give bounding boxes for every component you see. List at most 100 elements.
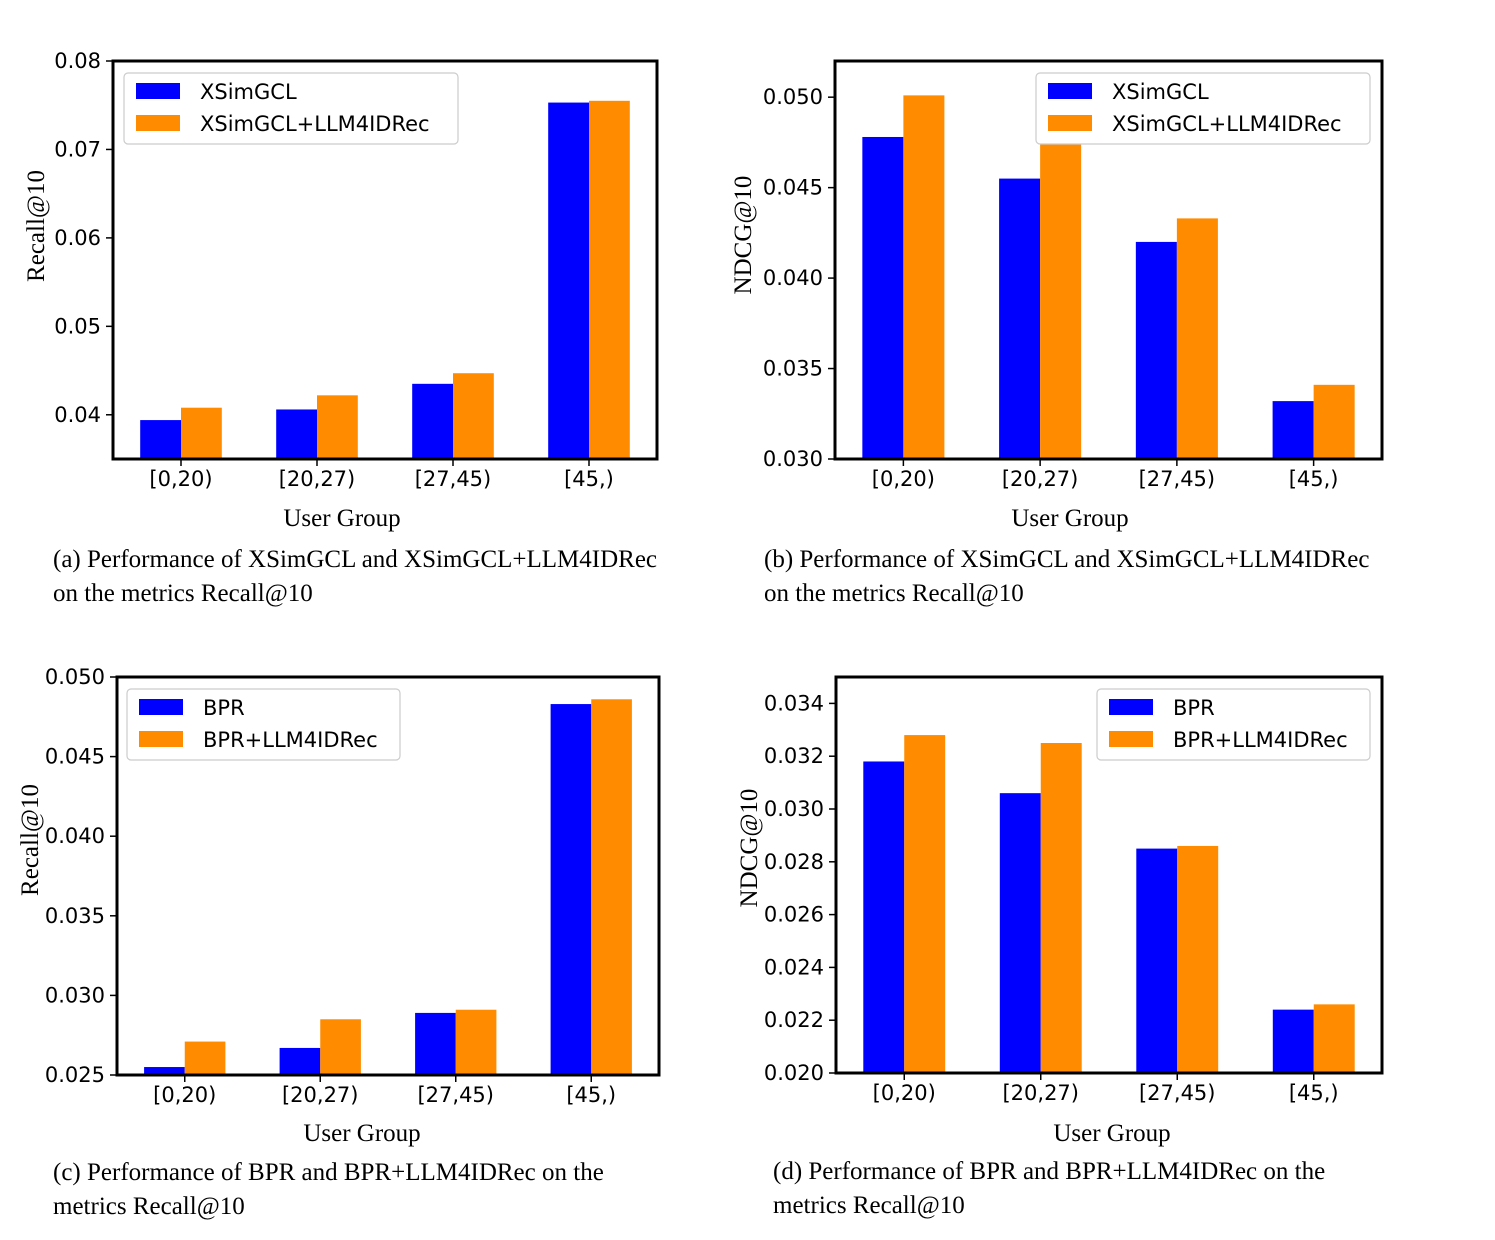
bar-a-enhanced-2 xyxy=(453,373,494,459)
ylabel-b: NDCG@10 xyxy=(730,176,757,295)
xtick-label-a-3: [45,) xyxy=(564,467,614,491)
xtick-label-c-1: [20,27) xyxy=(282,1083,359,1107)
ytick-label-c-4: 0.045 xyxy=(45,745,105,769)
bar-a-enhanced-1 xyxy=(317,395,358,459)
bar-a-enhanced-0 xyxy=(181,407,222,459)
bar-b-enhanced-1 xyxy=(1040,144,1082,459)
bar-b-base-1 xyxy=(999,178,1041,459)
xtick-label-d-3: [45,) xyxy=(1289,1081,1339,1105)
plot-frame-c xyxy=(115,675,661,1077)
caption-a-line-1: (a) Performance of XSimGCL and XSimGCL+L… xyxy=(53,546,658,573)
legend-label-d-1: BPR+LLM4IDRec xyxy=(1173,728,1348,752)
legend-swatch-d-1 xyxy=(1109,731,1153,747)
ytick-label-b-3: 0.045 xyxy=(763,176,823,200)
legend-box-a xyxy=(123,72,459,145)
bar-d-base-3 xyxy=(1272,1009,1314,1073)
legend-box-b xyxy=(1035,72,1371,145)
ytick-label-b-1: 0.035 xyxy=(763,357,823,381)
bar-b-base-0 xyxy=(862,136,904,459)
legend-b: XSimGCL XSimGCL+LLM4IDRec xyxy=(1035,72,1371,145)
chart-b: 0.030 0.035 0.040 0.045 0.050 [0,20) [20,27) [2… xyxy=(730,59,1384,532)
ytick-label-a-1: 0.05 xyxy=(54,314,101,338)
legend-a: XSimGCL XSimGCL+LLM4IDRec xyxy=(123,72,459,145)
caption-b: (b) Performance of XSimGCL and XSimGCL+L… xyxy=(764,543,1369,611)
legend-label-c-0: BPR xyxy=(203,696,245,720)
legend-box-c xyxy=(126,688,401,761)
caption-c-line-1: (c) Performance of BPR and BPR+LLM4IDRec… xyxy=(53,1159,604,1186)
ylabel-a: Recall@10 xyxy=(23,170,50,282)
ytick-label-c-5: 0.050 xyxy=(45,665,105,689)
xtick-label-c-3: [45,) xyxy=(566,1083,616,1107)
bar-d-enhanced-1 xyxy=(1040,743,1082,1073)
bar-a-base-2 xyxy=(412,383,453,459)
ytick-label-d-1: 0.022 xyxy=(764,1008,824,1032)
bar-d-base-0 xyxy=(863,761,905,1073)
xlabel-a: User Group xyxy=(283,505,400,532)
xtick-label-a-2: [27,45) xyxy=(415,467,492,491)
caption-a-line-2: on the metrics Recall@10 xyxy=(53,580,313,607)
xtick-label-b-1: [20,27) xyxy=(1002,467,1079,491)
bar-c-base-2 xyxy=(415,1012,456,1075)
legend-label-d-0: BPR xyxy=(1173,696,1215,720)
ytick-label-a-4: 0.08 xyxy=(54,49,101,73)
chart-d: 0.020 0.022 0.024 0.026 0.028 0.030 0.032 0.034… xyxy=(736,675,1384,1147)
bar-c-enhanced-0 xyxy=(184,1041,226,1075)
caption-d: (d) Performance of BPR and BPR+LLM4IDRec… xyxy=(773,1155,1325,1223)
chart-a: 0.04 0.05 0.06 0.07 0.08 [0,20) [20,27) [27,45)… xyxy=(23,49,659,532)
chart-c: 0.025 0.030 0.035 0.040 0.045 0.050 [0,20) [20,… xyxy=(17,665,661,1147)
legend-label-b-0: XSimGCL xyxy=(1112,80,1209,104)
xtick-label-b-2: [27,45) xyxy=(1139,467,1216,491)
ytick-label-b-2: 0.040 xyxy=(763,266,823,290)
bar-c-enhanced-3 xyxy=(591,699,632,1075)
bar-d-base-1 xyxy=(999,793,1041,1073)
bar-b-enhanced-3 xyxy=(1313,384,1355,459)
ytick-label-d-5: 0.030 xyxy=(764,797,824,821)
legend-d: BPR BPR+LLM4IDRec xyxy=(1096,688,1371,761)
caption-c: (c) Performance of BPR and BPR+LLM4IDRec… xyxy=(53,1156,604,1224)
legend-label-a-0: XSimGCL xyxy=(200,80,297,104)
caption-c-line-2: metrics Recall@10 xyxy=(53,1193,245,1220)
xlabel-b: User Group xyxy=(1011,505,1128,532)
legend-label-b-1: XSimGCL+LLM4IDRec xyxy=(1112,112,1342,136)
xtick-label-d-1: [20,27) xyxy=(1002,1081,1079,1105)
legend-swatch-b-0 xyxy=(1048,83,1092,99)
bar-a-base-3 xyxy=(548,102,589,460)
xtick-label-d-0: [0,20) xyxy=(873,1081,936,1105)
legend-swatch-b-1 xyxy=(1048,115,1092,131)
bar-c-base-3 xyxy=(550,704,592,1075)
bar-a-base-0 xyxy=(140,420,181,459)
bar-d-enhanced-0 xyxy=(904,735,946,1073)
legend-swatch-d-0 xyxy=(1109,699,1153,715)
bar-b-enhanced-2 xyxy=(1176,218,1218,459)
caption-d-line-2: metrics Recall@10 xyxy=(773,1192,965,1219)
bar-d-enhanced-2 xyxy=(1177,845,1219,1073)
ytick-label-a-3: 0.07 xyxy=(54,137,101,161)
ytick-label-b-4: 0.050 xyxy=(763,85,823,109)
bar-c-base-1 xyxy=(279,1047,321,1075)
xlabel-d: User Group xyxy=(1053,1120,1170,1147)
caption-a: (a) Performance of XSimGCL and XSimGCL+L… xyxy=(53,543,657,611)
bar-c-enhanced-1 xyxy=(320,1019,361,1075)
ytick-label-c-1: 0.030 xyxy=(45,983,105,1007)
ylabel-d: NDCG@10 xyxy=(736,789,763,908)
bar-c-enhanced-2 xyxy=(455,1009,497,1075)
legend-c: BPR BPR+LLM4IDRec xyxy=(126,688,401,761)
caption-b-line-2: on the metrics Recall@10 xyxy=(764,580,1024,607)
xtick-label-d-2: [27,45) xyxy=(1139,1081,1216,1105)
legend-swatch-c-1 xyxy=(139,731,183,747)
ytick-label-d-7: 0.034 xyxy=(764,691,824,715)
legend-label-a-1: XSimGCL+LLM4IDRec xyxy=(200,112,430,136)
ytick-label-c-2: 0.035 xyxy=(45,904,105,928)
ytick-label-c-0: 0.025 xyxy=(45,1063,105,1087)
legend-label-c-1: BPR+LLM4IDRec xyxy=(203,728,378,752)
ytick-label-d-3: 0.026 xyxy=(764,903,824,927)
xtick-label-c-2: [27,45) xyxy=(417,1083,494,1107)
legend-box-d xyxy=(1096,688,1371,761)
xtick-label-a-0: [0,20) xyxy=(149,467,212,491)
bar-c-base-0 xyxy=(144,1067,185,1075)
ylabel-c: Recall@10 xyxy=(17,784,44,896)
ytick-label-d-0: 0.020 xyxy=(764,1061,824,1085)
legend-swatch-c-0 xyxy=(139,699,183,715)
ytick-label-d-2: 0.024 xyxy=(764,955,824,979)
